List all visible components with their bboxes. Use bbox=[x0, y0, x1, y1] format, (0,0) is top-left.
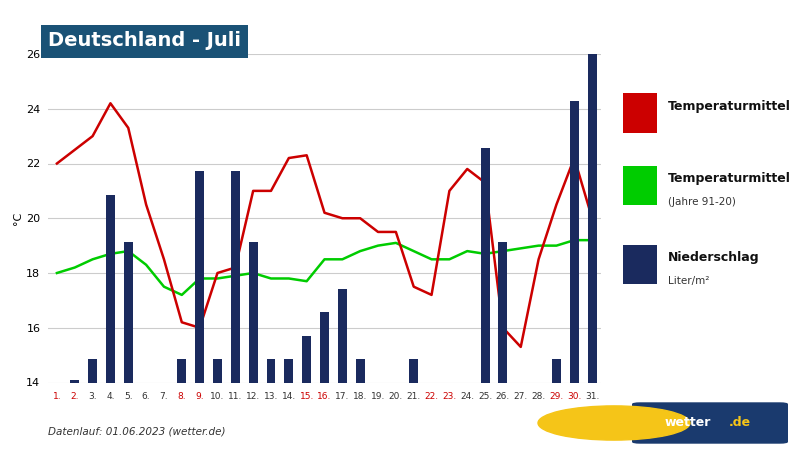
Bar bbox=[106, 195, 115, 382]
Bar bbox=[284, 359, 294, 382]
Text: wetter: wetter bbox=[665, 416, 711, 428]
Bar bbox=[588, 0, 597, 382]
Y-axis label: °C: °C bbox=[14, 212, 23, 225]
FancyBboxPatch shape bbox=[622, 244, 657, 284]
Bar bbox=[124, 242, 133, 382]
Circle shape bbox=[538, 406, 690, 440]
Bar bbox=[266, 359, 275, 382]
FancyBboxPatch shape bbox=[632, 402, 788, 444]
FancyBboxPatch shape bbox=[622, 94, 657, 133]
Bar bbox=[178, 359, 186, 382]
Bar bbox=[320, 312, 329, 382]
Text: Temperaturmittel: Temperaturmittel bbox=[667, 100, 790, 113]
Bar bbox=[302, 336, 311, 382]
Text: Liter/m²: Liter/m² bbox=[667, 276, 709, 286]
Bar bbox=[195, 171, 204, 382]
Text: Niederschlag: Niederschlag bbox=[667, 251, 759, 264]
Text: Datenlauf: 01.06.2023 (wetter.de): Datenlauf: 01.06.2023 (wetter.de) bbox=[48, 427, 226, 436]
Bar bbox=[70, 380, 79, 382]
Bar bbox=[88, 359, 97, 382]
Bar bbox=[481, 148, 490, 382]
Bar bbox=[338, 288, 347, 382]
Bar bbox=[552, 359, 561, 382]
Bar bbox=[249, 242, 258, 382]
Text: (Jahre 91-20): (Jahre 91-20) bbox=[667, 197, 735, 207]
Bar bbox=[570, 101, 578, 382]
FancyBboxPatch shape bbox=[622, 166, 657, 205]
Bar bbox=[213, 359, 222, 382]
Text: .de: .de bbox=[729, 416, 751, 428]
Bar bbox=[231, 171, 240, 382]
Text: Temperaturmittel: Temperaturmittel bbox=[667, 172, 790, 185]
Bar bbox=[356, 359, 365, 382]
Bar bbox=[498, 242, 507, 382]
Bar bbox=[410, 359, 418, 382]
Text: Deutschland - Juli: Deutschland - Juli bbox=[48, 32, 241, 50]
